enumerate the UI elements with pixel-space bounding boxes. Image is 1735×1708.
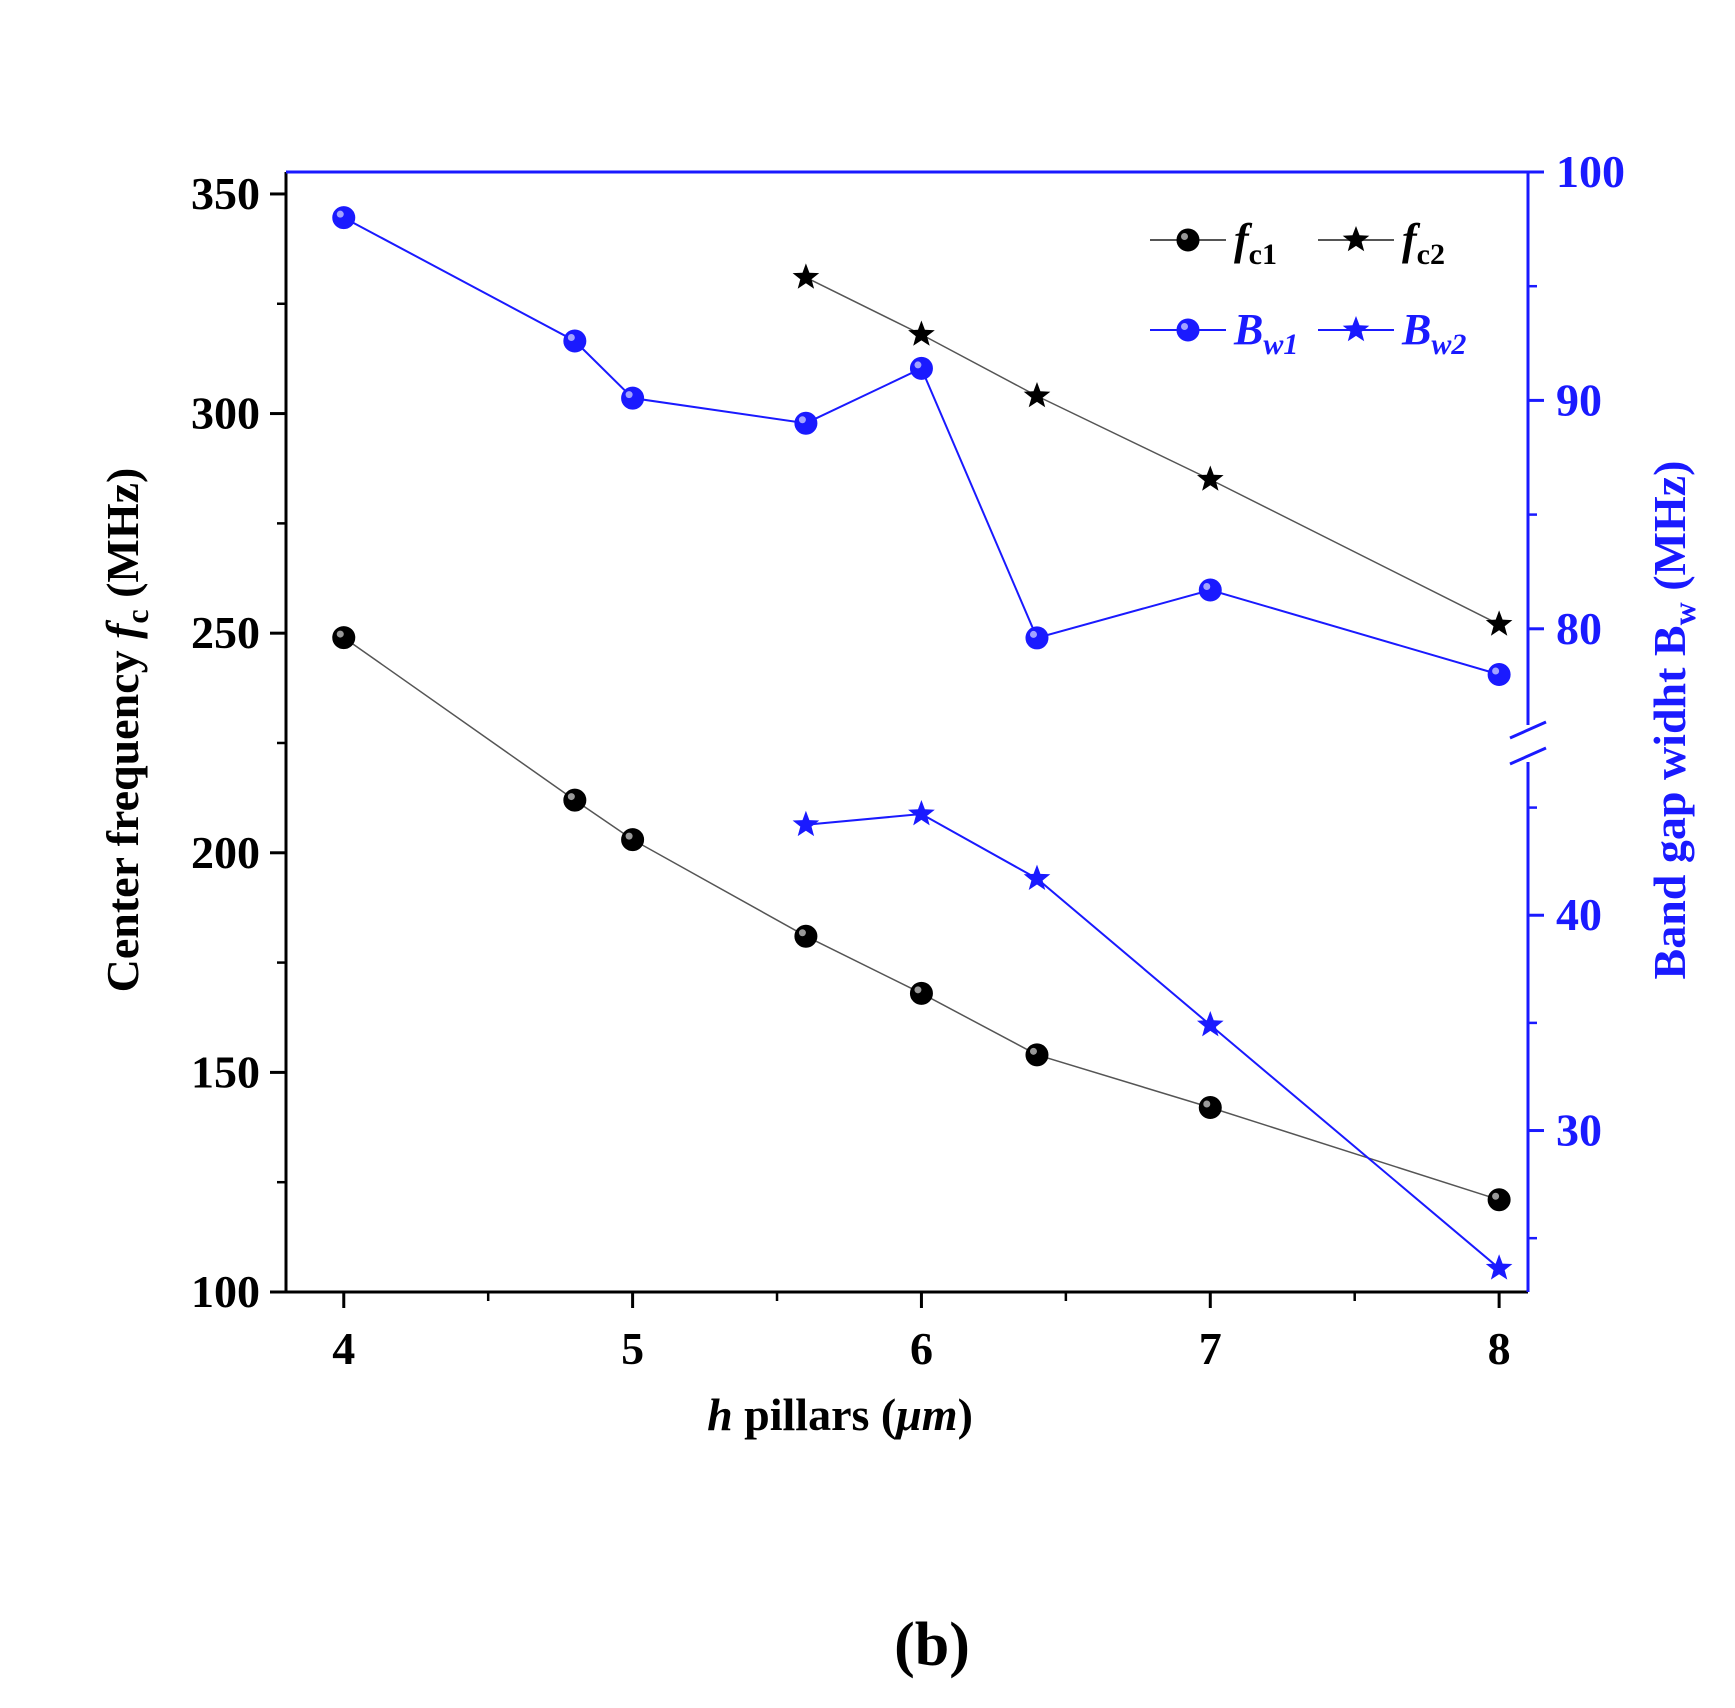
y-axis-left-title: Center frequency fc (MHz) bbox=[97, 468, 155, 993]
legend-marker bbox=[1176, 228, 1200, 252]
data-point-f_c1 bbox=[332, 626, 356, 650]
x-tick-label: 6 bbox=[910, 1323, 933, 1374]
data-point-B_w1-highlight bbox=[1203, 582, 1211, 590]
data-point-f_c1-highlight bbox=[625, 832, 633, 840]
y-left-tick-label: 250 bbox=[191, 607, 260, 658]
legend-label: Bw1 bbox=[1233, 305, 1298, 361]
series-line-f_c1 bbox=[343, 636, 1500, 1201]
data-point-f_c1-highlight bbox=[567, 793, 575, 801]
data-point-f_c2 bbox=[1485, 610, 1513, 636]
data-point-f_c2 bbox=[1197, 465, 1224, 491]
y-axis-right: 80 90 100 30 40 bbox=[1528, 146, 1625, 1240]
legend-marker-highlight bbox=[1181, 323, 1188, 330]
y-axis-right-title: Band gap widht Bw (MHz) bbox=[1644, 461, 1702, 980]
series-f_c1 bbox=[332, 626, 1511, 1212]
legend: fc1 fc2 Bw1 Bw2 bbox=[1150, 215, 1466, 361]
data-point-B_w2 bbox=[1197, 1011, 1224, 1037]
data-point-f_c1 bbox=[563, 788, 587, 812]
legend-marker-highlight bbox=[1181, 233, 1188, 240]
y-right-tick-label: 90 bbox=[1556, 374, 1602, 425]
y-right-tick-label: 100 bbox=[1556, 146, 1625, 197]
x-tick-label: 5 bbox=[621, 1323, 644, 1374]
series-line-B_w1 bbox=[343, 216, 1500, 676]
data-point-f_c1-highlight bbox=[1492, 1192, 1500, 1200]
data-point-f_c2 bbox=[792, 263, 820, 289]
series-B_w1 bbox=[332, 206, 1511, 686]
data-point-f_c2 bbox=[1023, 382, 1051, 408]
data-point-B_w2 bbox=[908, 800, 935, 826]
series-line-B_w2 bbox=[805, 812, 1500, 1270]
data-point-f_c2 bbox=[908, 320, 935, 346]
x-tick-label: 7 bbox=[1199, 1323, 1222, 1374]
series-layer bbox=[332, 206, 1513, 1280]
legend-label: Bw2 bbox=[1401, 305, 1466, 361]
data-point-B_w2 bbox=[1485, 1254, 1513, 1280]
y-right-tick-label: 40 bbox=[1556, 889, 1602, 940]
data-point-f_c1-highlight bbox=[914, 986, 922, 994]
data-point-B_w1-highlight bbox=[798, 416, 806, 424]
data-point-B_w1 bbox=[1025, 626, 1049, 650]
legend-entry-B_w2: Bw2 bbox=[1318, 305, 1466, 361]
data-point-f_c1 bbox=[794, 924, 818, 948]
data-point-B_w1 bbox=[1198, 578, 1222, 602]
legend-entry-f_c1: fc1 bbox=[1150, 215, 1277, 271]
x-tick-label: 4 bbox=[332, 1323, 355, 1374]
x-axis: 4 5 6 7 8 bbox=[332, 1292, 1511, 1374]
data-point-f_c1 bbox=[1487, 1188, 1511, 1212]
data-point-B_w1-highlight bbox=[336, 210, 344, 218]
y-right-tick-label: 80 bbox=[1556, 603, 1602, 654]
y-left-tick-label: 100 bbox=[191, 1266, 260, 1317]
data-point-B_w1-highlight bbox=[1492, 667, 1500, 675]
data-point-f_c1-highlight bbox=[336, 630, 344, 638]
legend-entry-f_c2: fc2 bbox=[1318, 215, 1445, 271]
legend-marker bbox=[1176, 318, 1200, 342]
legend-marker bbox=[1342, 316, 1370, 342]
plot-frame bbox=[284, 170, 1547, 1294]
series-B_w2 bbox=[792, 800, 1513, 1280]
legend-label: fc2 bbox=[1402, 215, 1445, 271]
data-point-B_w2 bbox=[792, 810, 820, 837]
y-left-tick-label: 150 bbox=[191, 1046, 260, 1097]
y-axis-left: 100 150 200 250 300 350 bbox=[191, 168, 286, 1317]
data-point-B_w1 bbox=[621, 386, 645, 410]
data-point-B_w1 bbox=[909, 356, 933, 380]
data-point-f_c1 bbox=[1198, 1096, 1222, 1120]
x-tick-label: 8 bbox=[1488, 1323, 1511, 1374]
data-point-B_w1 bbox=[332, 206, 356, 230]
legend-marker bbox=[1342, 226, 1370, 252]
data-point-f_c1 bbox=[621, 828, 645, 852]
y-left-tick-label: 350 bbox=[191, 168, 260, 219]
data-point-B_w1-highlight bbox=[567, 334, 575, 342]
x-axis-title: h pillars (μm) bbox=[707, 1389, 973, 1440]
axis-break-mark bbox=[1509, 720, 1547, 740]
data-point-B_w2 bbox=[1023, 864, 1051, 890]
legend-entry-B_w1: Bw1 bbox=[1150, 305, 1298, 361]
legend-label: fc1 bbox=[1234, 215, 1277, 271]
data-point-B_w1-highlight bbox=[914, 361, 922, 369]
series-f_c2 bbox=[792, 263, 1513, 636]
axis-break-mark bbox=[1509, 746, 1547, 766]
y-right-tick-label: 30 bbox=[1556, 1105, 1602, 1156]
data-point-f_c1-highlight bbox=[1203, 1100, 1211, 1108]
data-point-f_c1-highlight bbox=[798, 929, 806, 937]
data-point-B_w1 bbox=[1487, 662, 1511, 686]
data-point-B_w1-highlight bbox=[1029, 630, 1037, 638]
y-left-tick-label: 300 bbox=[191, 388, 260, 439]
data-point-f_c1 bbox=[909, 981, 933, 1005]
panel-label: (b) bbox=[894, 1611, 970, 1679]
y-left-tick-label: 200 bbox=[191, 827, 260, 878]
data-point-B_w1 bbox=[794, 411, 818, 435]
data-point-B_w1 bbox=[563, 329, 587, 353]
data-point-B_w1-highlight bbox=[625, 391, 633, 399]
data-point-f_c1-highlight bbox=[1029, 1047, 1037, 1055]
data-point-f_c1 bbox=[1025, 1043, 1049, 1067]
